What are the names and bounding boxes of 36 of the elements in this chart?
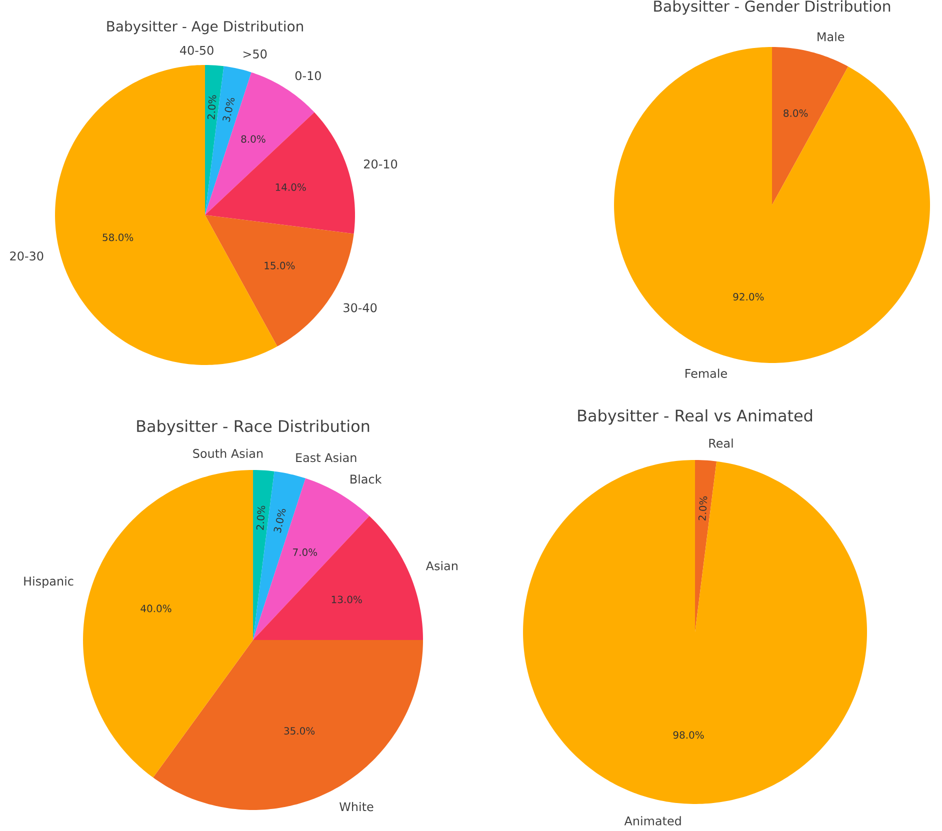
slice-label: 40-50 <box>180 46 214 55</box>
data-label: 35.0% <box>284 727 315 735</box>
slice-label: White <box>340 802 374 812</box>
data-label: 58.0% <box>102 234 134 242</box>
slice-label: 0-10 <box>295 71 321 80</box>
slice-label: East Asian <box>296 452 356 462</box>
chart-title: Babysitter - Real vs Animated <box>578 409 812 425</box>
chart-title: Babysitter - Gender Distribution <box>654 0 890 15</box>
slice-label: Asian <box>426 561 458 570</box>
data-label: 13.0% <box>332 596 362 604</box>
data-label: 14.0% <box>276 183 306 191</box>
slice-label: Animated <box>624 816 681 826</box>
slice-label: Male <box>818 32 844 42</box>
slice-label: 30-40 <box>344 303 377 312</box>
slice-label: 20-10 <box>364 159 398 169</box>
data-label: 7.0% <box>293 548 318 556</box>
slice-label: Hispanic <box>24 576 74 588</box>
slice-label: South Asian <box>193 448 263 458</box>
data-label: 2.0% <box>256 506 266 530</box>
data-label: 2.0% <box>698 496 708 521</box>
data-label: 40.0% <box>140 604 172 612</box>
chart-title: Babysitter - Age Distribution <box>107 20 303 34</box>
slice-label: Real <box>709 438 733 448</box>
slice-label: Black <box>350 474 382 484</box>
data-label: 92.0% <box>733 293 764 301</box>
data-label: 8.0% <box>784 109 808 117</box>
data-label: 3.0% <box>274 509 286 533</box>
data-label: 15.0% <box>264 262 295 270</box>
slice-label: >50 <box>243 49 267 58</box>
slice-label: Female <box>686 368 727 378</box>
data-label: 8.0% <box>241 135 266 143</box>
data-label: 2.0% <box>207 95 216 120</box>
data-label: 98.0% <box>673 731 704 739</box>
data-label: 3.0% <box>222 98 235 122</box>
chart-title: Babysitter - Race Distribution <box>137 420 370 436</box>
slice-label: 20-30 <box>10 251 44 261</box>
